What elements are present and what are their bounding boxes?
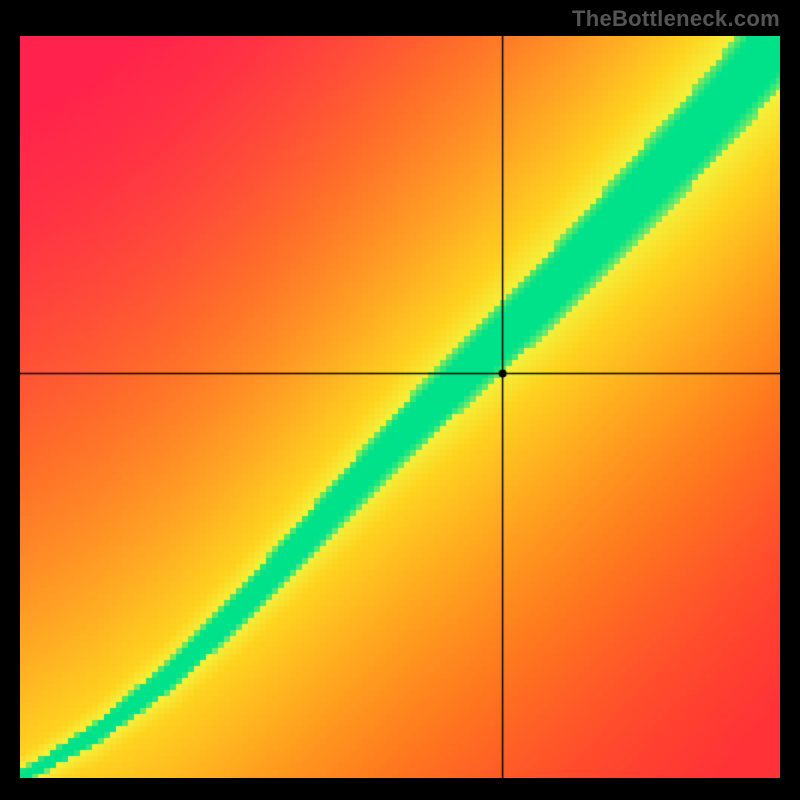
heatmap-plot [20,36,780,778]
heatmap-canvas [20,36,780,778]
chart-container: TheBottleneck.com [0,0,800,800]
watermark-text: TheBottleneck.com [572,6,780,32]
